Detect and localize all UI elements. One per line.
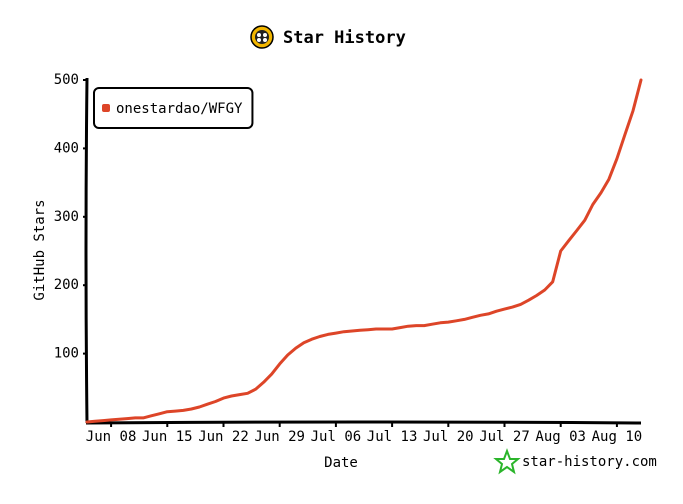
chart-title: Star History: [283, 28, 406, 48]
legend-label: onestardao/WFGY: [116, 101, 243, 117]
legend-swatch: [102, 104, 110, 112]
y-tick-label: 400: [54, 140, 79, 156]
x-axis: [85, 420, 642, 425]
x-tick-label: Jul 27: [479, 429, 530, 445]
watermark: star-history.com: [522, 454, 657, 470]
x-tick-label: Jul 13: [367, 429, 418, 445]
x-tick-label: Jun 22: [198, 429, 249, 445]
y-axis: [84, 77, 89, 424]
series-line: [85, 78, 643, 424]
y-tick-label: 200: [54, 277, 79, 293]
x-tick-label: Jun 15: [142, 429, 193, 445]
watermark-icon: [493, 448, 521, 475]
y-tick-label: 300: [54, 209, 79, 225]
x-tick-label: Jul 06: [311, 429, 362, 445]
y-axis-title: GitHub Stars: [32, 199, 48, 300]
x-tick-label: Jul 20: [423, 429, 474, 445]
legend-box: [93, 87, 254, 129]
title-icon: [250, 25, 274, 49]
x-tick-label: Aug 03: [535, 429, 586, 445]
y-tick-label: 500: [54, 72, 79, 88]
x-tick-label: Jun 29: [254, 429, 305, 445]
y-tick-label: 100: [54, 346, 79, 362]
x-tick-label: Aug 10: [592, 429, 643, 445]
x-axis-title: Date: [324, 455, 358, 471]
x-tick-label: Jun 08: [86, 429, 137, 445]
